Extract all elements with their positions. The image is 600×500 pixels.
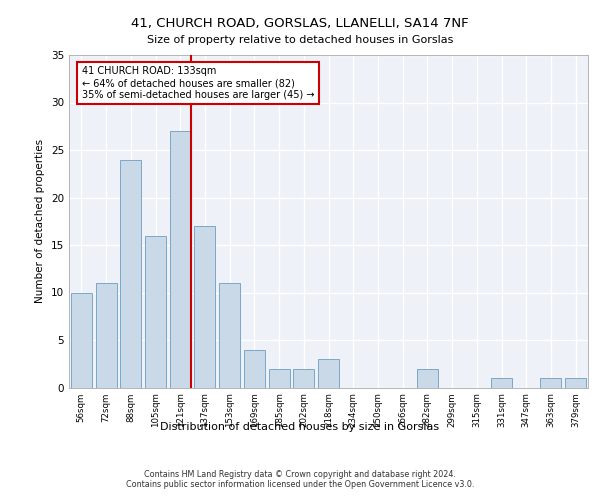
Bar [269,368,290,388]
Bar [170,131,191,388]
Text: 41, CHURCH ROAD, GORSLAS, LLANELLI, SA14 7NF: 41, CHURCH ROAD, GORSLAS, LLANELLI, SA14… [131,18,469,30]
Bar [95,283,116,388]
Bar [120,160,141,388]
Bar [145,236,166,388]
Bar [293,368,314,388]
Bar [417,368,438,388]
Bar [244,350,265,388]
Bar [318,359,339,388]
Bar [541,378,562,388]
Bar [219,283,240,388]
Y-axis label: Number of detached properties: Number of detached properties [35,139,46,304]
Bar [194,226,215,388]
Text: Size of property relative to detached houses in Gorslas: Size of property relative to detached ho… [147,35,453,45]
Bar [491,378,512,388]
Text: Distribution of detached houses by size in Gorslas: Distribution of detached houses by size … [160,422,440,432]
Bar [71,292,92,388]
Text: Contains HM Land Registry data © Crown copyright and database right 2024.
Contai: Contains HM Land Registry data © Crown c… [126,470,474,489]
Bar [565,378,586,388]
Text: 41 CHURCH ROAD: 133sqm
← 64% of detached houses are smaller (82)
35% of semi-det: 41 CHURCH ROAD: 133sqm ← 64% of detached… [82,66,314,100]
